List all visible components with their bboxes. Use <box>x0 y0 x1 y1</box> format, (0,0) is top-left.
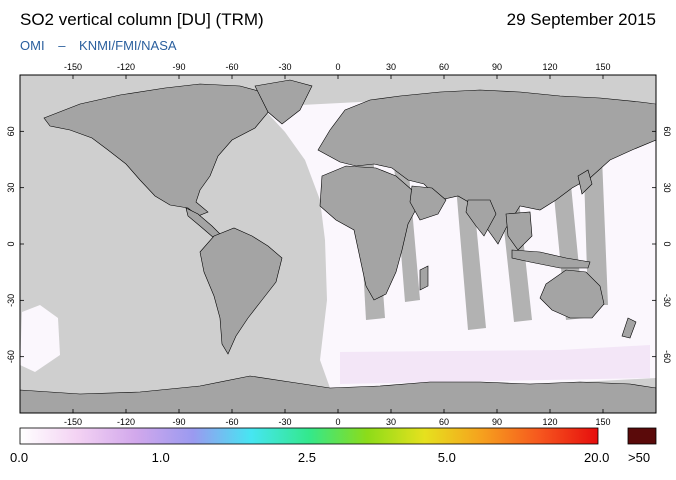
lon-tick-label-bottom: 30 <box>386 417 396 427</box>
lon-tick-label-top: 0 <box>335 62 340 72</box>
longitude-ticks-bottom: -150 -120 -90 -60 -30 0 30 60 90 120 150 <box>64 409 611 427</box>
land-indonesia <box>511 249 591 269</box>
lon-tick-label-top: 30 <box>386 62 396 72</box>
lon-tick-label-bottom: -60 <box>225 417 238 427</box>
lon-tick-label-top: 150 <box>595 62 610 72</box>
map-title: SO2 vertical column [DU] (TRM) <box>20 10 264 29</box>
land-madagascar <box>419 265 429 291</box>
lon-tick-label-bottom: -150 <box>64 417 82 427</box>
lat-tick-label-left: 60 <box>6 126 16 136</box>
land-arabia <box>409 185 447 221</box>
credit-organizations: KNMI/FMI/NASA <box>79 38 177 53</box>
lon-tick-label-top: -150 <box>64 62 82 72</box>
land-europe-asia <box>317 89 656 245</box>
lat-tick-label-left: -60 <box>6 350 16 363</box>
colorbar-label: 0.0 <box>10 450 29 465</box>
lon-tick-label-bottom: 0 <box>335 417 340 427</box>
lon-tick-label-top: -120 <box>117 62 135 72</box>
lon-tick-label-top: -60 <box>225 62 238 72</box>
lon-tick-label-bottom: 150 <box>595 417 610 427</box>
lon-tick-label-bottom: 120 <box>542 417 557 427</box>
land-india <box>465 199 497 237</box>
data-tint-south <box>340 345 650 384</box>
lon-tick-label-top: 120 <box>542 62 557 72</box>
lat-tick-label-left: -30 <box>6 294 16 307</box>
lon-tick-label-top: 90 <box>492 62 502 72</box>
land-new-zealand <box>621 317 637 339</box>
lon-tick-label-top: -30 <box>278 62 291 72</box>
latitude-ticks-left: 60 30 0 -30 -60 <box>6 126 24 363</box>
lon-tick-label-top: -90 <box>172 62 185 72</box>
colorbar-label: 1.0 <box>151 450 170 465</box>
longitude-ticks-top: -150 -120 -90 -60 -30 0 30 60 90 120 150 <box>64 62 611 79</box>
colorbar <box>19 427 599 445</box>
lon-tick-label-top: 60 <box>439 62 449 72</box>
land-greenland <box>254 79 313 125</box>
land-antarctica <box>20 375 656 413</box>
map-date: 29 September 2015 <box>506 10 656 29</box>
colorbar-label: 5.0 <box>437 450 456 465</box>
map-layers <box>20 79 656 413</box>
land-south-america <box>199 227 283 355</box>
land-southeast-asia <box>505 211 533 251</box>
lat-tick-label-left: 0 <box>6 241 16 246</box>
lat-tick-label-right: 30 <box>662 183 672 193</box>
colorbar-label: 20.0 <box>584 450 610 465</box>
lat-tick-label-left: 30 <box>6 183 16 193</box>
lon-tick-label-bottom: -90 <box>172 417 185 427</box>
land-north-america <box>43 83 271 217</box>
colorbar-label: 2.5 <box>297 450 316 465</box>
lon-tick-label-bottom: -120 <box>117 417 135 427</box>
lon-tick-label-bottom: 90 <box>492 417 502 427</box>
credit-instrument: OMI <box>20 38 45 53</box>
lat-tick-label-right: 0 <box>662 241 672 246</box>
lon-tick-label-bottom: -30 <box>278 417 291 427</box>
lon-tick-label-bottom: 60 <box>439 417 449 427</box>
land-australia <box>539 269 605 319</box>
data-swath-south-west <box>20 305 60 372</box>
land-japan <box>577 169 593 195</box>
lat-tick-label-right: 60 <box>662 126 672 136</box>
latitude-ticks-right: 60 30 0 -30 -60 <box>652 126 672 363</box>
land-africa <box>319 165 421 301</box>
data-credit: OMI – KNMI/FMI/NASA <box>20 38 177 53</box>
lat-tick-label-right: -60 <box>662 350 672 363</box>
credit-separator: – <box>58 38 66 53</box>
colorbar-overflow-label: >50 <box>628 450 651 465</box>
lat-tick-label-right: -30 <box>662 294 672 307</box>
colorbar-overflow-swatch <box>627 427 657 445</box>
